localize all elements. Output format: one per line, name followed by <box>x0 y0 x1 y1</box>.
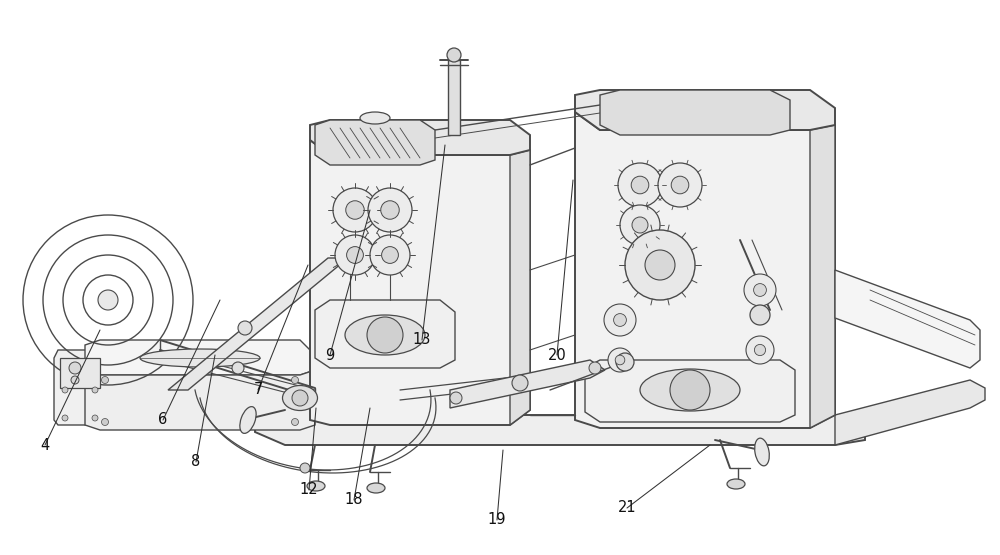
Circle shape <box>367 317 403 353</box>
Circle shape <box>625 230 695 300</box>
Circle shape <box>754 345 766 356</box>
Circle shape <box>92 415 98 421</box>
Circle shape <box>346 201 364 219</box>
Circle shape <box>632 217 648 233</box>
Ellipse shape <box>140 349 260 367</box>
Circle shape <box>447 48 461 62</box>
Circle shape <box>615 355 625 365</box>
Ellipse shape <box>283 386 318 411</box>
Circle shape <box>292 390 308 406</box>
Ellipse shape <box>345 315 425 355</box>
Polygon shape <box>575 90 835 130</box>
Circle shape <box>238 321 252 335</box>
Circle shape <box>92 387 98 393</box>
Polygon shape <box>810 125 835 428</box>
Circle shape <box>512 375 528 391</box>
Circle shape <box>608 348 632 372</box>
Circle shape <box>604 304 636 336</box>
Polygon shape <box>310 140 530 425</box>
Circle shape <box>347 246 363 264</box>
Circle shape <box>368 188 412 232</box>
Polygon shape <box>575 112 835 428</box>
Circle shape <box>614 314 626 326</box>
Circle shape <box>589 362 601 374</box>
Circle shape <box>658 163 702 207</box>
Circle shape <box>671 176 689 194</box>
Polygon shape <box>255 415 865 445</box>
Ellipse shape <box>240 407 256 433</box>
Text: 21: 21 <box>618 501 636 516</box>
Circle shape <box>62 387 68 393</box>
Text: 19: 19 <box>488 512 506 527</box>
Circle shape <box>232 362 244 374</box>
Circle shape <box>381 201 399 219</box>
Circle shape <box>102 418 108 426</box>
Polygon shape <box>310 120 530 155</box>
Circle shape <box>631 176 649 194</box>
Circle shape <box>62 415 68 421</box>
Circle shape <box>300 463 310 473</box>
Circle shape <box>620 205 660 245</box>
Circle shape <box>69 362 81 374</box>
Polygon shape <box>600 90 790 135</box>
Circle shape <box>746 336 774 364</box>
Polygon shape <box>835 380 985 445</box>
Circle shape <box>750 305 770 325</box>
Ellipse shape <box>755 438 769 466</box>
Polygon shape <box>54 350 162 425</box>
Ellipse shape <box>727 479 745 489</box>
Circle shape <box>333 188 377 232</box>
Text: 12: 12 <box>300 482 318 497</box>
Circle shape <box>754 284 766 296</box>
Circle shape <box>382 246 398 264</box>
Circle shape <box>292 376 298 384</box>
Polygon shape <box>85 360 315 430</box>
Text: 8: 8 <box>191 455 201 470</box>
Circle shape <box>102 376 108 384</box>
Text: 6: 6 <box>158 412 168 427</box>
Text: 18: 18 <box>345 492 363 507</box>
Circle shape <box>370 235 410 275</box>
Circle shape <box>645 250 675 280</box>
Circle shape <box>618 163 662 207</box>
Polygon shape <box>450 360 605 408</box>
Ellipse shape <box>640 369 740 411</box>
Polygon shape <box>448 60 460 135</box>
Circle shape <box>744 274 776 306</box>
Circle shape <box>98 290 118 310</box>
Text: 20: 20 <box>548 347 566 362</box>
Circle shape <box>450 392 462 404</box>
Polygon shape <box>85 340 315 375</box>
Text: 13: 13 <box>413 332 431 347</box>
Polygon shape <box>315 120 435 165</box>
Polygon shape <box>835 270 980 368</box>
Bar <box>60 358 100 388</box>
Text: 4: 4 <box>40 437 50 452</box>
Circle shape <box>670 370 710 410</box>
Ellipse shape <box>307 481 325 491</box>
Polygon shape <box>585 360 795 422</box>
Text: 7: 7 <box>253 382 263 397</box>
Text: 9: 9 <box>325 347 335 362</box>
Ellipse shape <box>360 112 390 124</box>
Circle shape <box>616 353 634 371</box>
Polygon shape <box>510 150 530 425</box>
Polygon shape <box>315 300 455 368</box>
Circle shape <box>335 235 375 275</box>
Circle shape <box>71 376 79 384</box>
Ellipse shape <box>367 483 385 493</box>
Polygon shape <box>168 258 348 390</box>
Circle shape <box>292 418 298 426</box>
